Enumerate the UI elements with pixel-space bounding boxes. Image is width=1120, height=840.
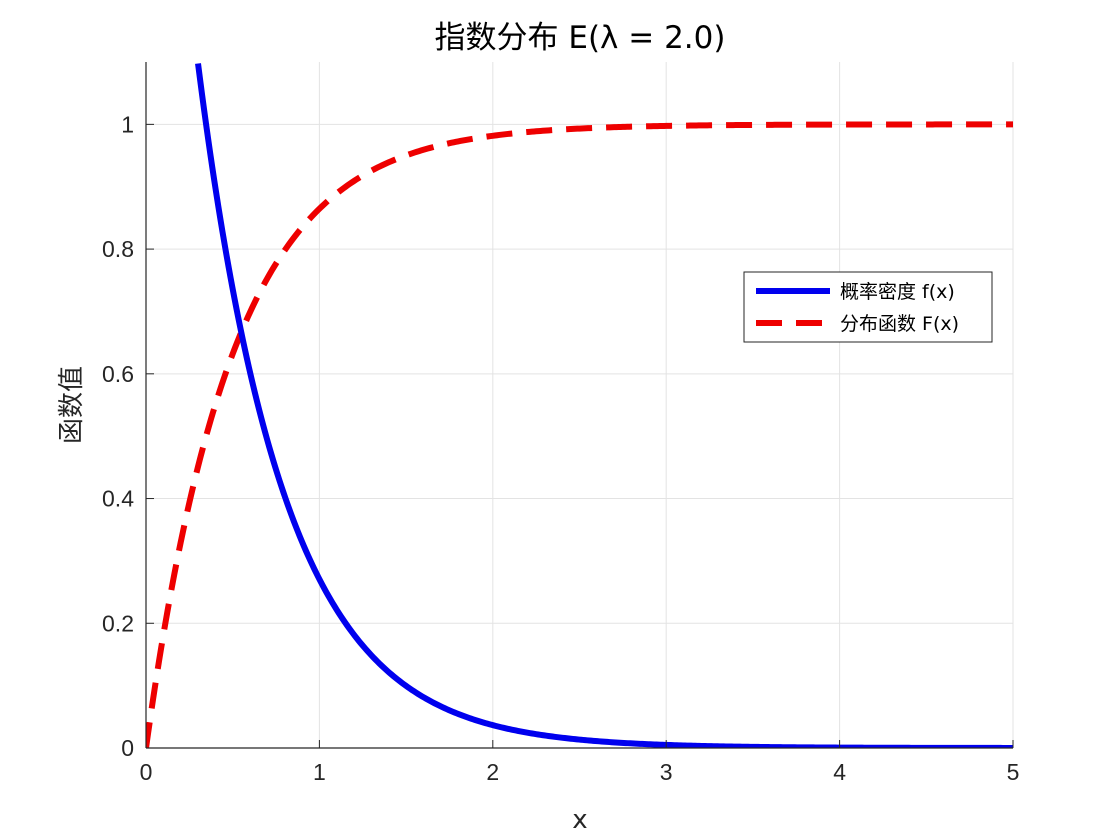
legend-label-pdf: 概率密度 f(x) xyxy=(840,281,955,303)
x-tick-label: 2 xyxy=(486,759,499,785)
series-line-cdf xyxy=(146,121,1013,748)
x-tick-label: 1 xyxy=(313,759,326,785)
y-axis-label: 函数值 xyxy=(57,366,87,444)
watermark: 知乎 @捏捏淋雨一直走 xyxy=(791,779,1090,813)
legend: 概率密度 f(x) 分布函数 F(x) xyxy=(743,271,993,343)
x-tick-label: 0 xyxy=(140,759,153,785)
x-tick-label: 5 xyxy=(1007,759,1020,785)
y-tick-label: 0.2 xyxy=(102,610,134,636)
x-tick-label: 4 xyxy=(833,759,846,785)
y-tick-label: 0 xyxy=(121,735,134,761)
tick-labels: 0 1 2 3 4 5 0 0.2 0.4 0.6 0.8 1 xyxy=(102,111,1019,785)
axes xyxy=(145,62,1014,749)
grid xyxy=(145,62,1014,749)
x-axis-label: x xyxy=(572,805,587,835)
chart-title: 指数分布 E(λ = 2.0) xyxy=(435,20,726,56)
legend-box xyxy=(743,271,993,343)
y-tick-label: 1 xyxy=(121,111,134,137)
x-tick-label: 3 xyxy=(660,759,673,785)
y-tick-label: 0.4 xyxy=(102,486,134,512)
y-tick-label: 0.6 xyxy=(102,361,134,387)
plot-area xyxy=(146,62,1013,748)
legend-label-cdf: 分布函数 F(x) xyxy=(840,313,959,335)
y-tick-label: 0.8 xyxy=(102,236,134,262)
